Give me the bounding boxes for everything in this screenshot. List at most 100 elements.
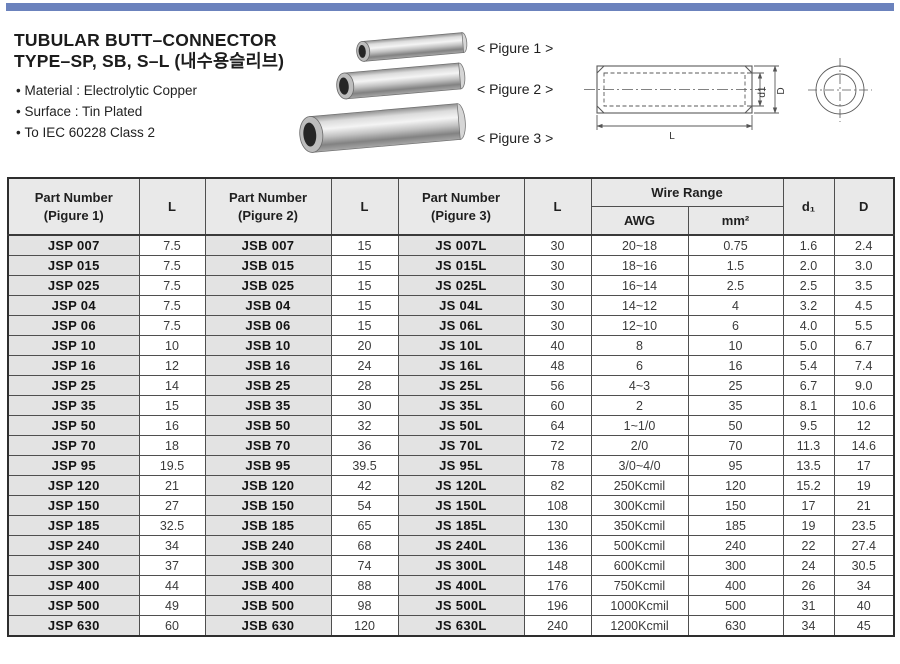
- value-cell: 74: [330, 555, 399, 576]
- value-cell: 176: [523, 575, 592, 596]
- part-number-cell: JSB 70: [204, 435, 332, 456]
- value-cell: 7.4: [833, 355, 895, 376]
- part-number-cell: JS 007L: [397, 234, 525, 256]
- spec-table-body: JSP 007 7.5 JSB 007 15 JS 007L 30 20~18 0.75 1.6…: [7, 234, 895, 637]
- part-number-cell: JSB 400: [204, 575, 332, 596]
- table-row: JSP 150 27 JSB 150 54 JS 150L 108 300Kcmil 150 1…: [7, 495, 895, 516]
- value-cell: 4.5: [833, 295, 895, 316]
- value-cell: 1200Kcmil: [590, 615, 689, 637]
- value-cell: 300Kcmil: [590, 495, 689, 516]
- value-cell: 7.5: [138, 255, 206, 276]
- value-cell: 4: [687, 295, 784, 316]
- title-block: TUBULAR BUTT–CONNECTOR TYPE–SP, SB, S–L …: [14, 30, 344, 143]
- table-row: JSP 400 44 JSB 400 88 JS 400L 176 750Kcmil 400 2…: [7, 575, 895, 596]
- part-number-cell: JSP 240: [7, 535, 140, 556]
- spec-table: Part Number (Pigure 1) L Part Number (Pi…: [7, 177, 895, 637]
- part-number-cell: JSB 25: [204, 375, 332, 396]
- table-row: JSP 70 18 JSB 70 36 JS 70L 72 2/0 70 11.3 14.6: [7, 435, 895, 456]
- part-number-cell: JSP 120: [7, 475, 140, 496]
- part-number-cell: JSB 04: [204, 295, 332, 316]
- value-cell: 300: [687, 555, 784, 576]
- part-number-cell: JSB 007: [204, 234, 332, 256]
- table-row: JSP 04 7.5 JSB 04 15 JS 04L 30 14~12 4 3.2 4.5: [7, 295, 895, 316]
- value-cell: 13.5: [782, 455, 835, 476]
- value-cell: 26: [782, 575, 835, 596]
- part-number-cell: JS 015L: [397, 255, 525, 276]
- table-row: JSP 50 16 JSB 50 32 JS 50L 64 1~1/0 50 9.5 12: [7, 415, 895, 436]
- value-cell: 95: [687, 455, 784, 476]
- col-header-text: Part Number: [34, 189, 113, 205]
- value-cell: 30: [523, 315, 592, 336]
- table-row: JSP 10 10 JSB 10 20 JS 10L 40 8 10 5.0 6.7: [7, 335, 895, 356]
- value-cell: 600Kcmil: [590, 555, 689, 576]
- value-cell: 3.2: [782, 295, 835, 316]
- col-header-wire-range: Wire Range: [590, 177, 784, 207]
- value-cell: 64: [523, 415, 592, 436]
- value-cell: 630: [687, 615, 784, 637]
- value-cell: 350Kcmil: [590, 515, 689, 536]
- table-row: JSP 16 12 JSB 16 24 JS 16L 48 6 16 5.4 7.4: [7, 355, 895, 376]
- value-cell: 4.0: [782, 315, 835, 336]
- value-cell: 12: [833, 415, 895, 436]
- value-cell: 28: [330, 375, 399, 396]
- value-cell: 20~18: [590, 234, 689, 256]
- value-cell: 18: [138, 435, 206, 456]
- value-cell: 98: [330, 595, 399, 616]
- col-header-text: Part Number: [421, 189, 501, 205]
- value-cell: 6: [687, 315, 784, 336]
- value-cell: 18~16: [590, 255, 689, 276]
- value-cell: 42: [330, 475, 399, 496]
- part-number-cell: JSP 04: [7, 295, 140, 316]
- value-cell: 24: [330, 355, 399, 376]
- value-cell: 120: [687, 475, 784, 496]
- value-cell: 39.5: [330, 455, 399, 476]
- figure1-label: < Pigure 1 >: [477, 40, 554, 56]
- value-cell: 16: [687, 355, 784, 376]
- value-cell: 30: [330, 395, 399, 416]
- part-number-cell: JS 630L: [397, 615, 525, 637]
- value-cell: 30.5: [833, 555, 895, 576]
- value-cell: 50: [687, 415, 784, 436]
- value-cell: 19: [833, 475, 895, 496]
- part-number-cell: JSP 300: [7, 555, 140, 576]
- dimension-label-d1: d1: [757, 86, 768, 98]
- value-cell: 11.3: [782, 435, 835, 456]
- part-number-cell: JSP 70: [7, 435, 140, 456]
- part-number-cell: JSP 185: [7, 515, 140, 536]
- value-cell: 5.5: [833, 315, 895, 336]
- col-header-D: D: [833, 177, 895, 236]
- table-row: JSP 025 7.5 JSB 025 15 JS 025L 30 16~14 2.5 2.5 3…: [7, 275, 895, 296]
- value-cell: 7.5: [138, 315, 206, 336]
- part-number-cell: JS 16L: [397, 355, 525, 376]
- part-number-cell: JS 25L: [397, 375, 525, 396]
- value-cell: 70: [687, 435, 784, 456]
- value-cell: 148: [523, 555, 592, 576]
- value-cell: 3.0: [833, 255, 895, 276]
- value-cell: 16: [138, 415, 206, 436]
- product-photos-tubes-image: [299, 32, 468, 153]
- value-cell: 32: [330, 415, 399, 436]
- part-number-cell: JSB 35: [204, 395, 332, 416]
- col-header-part-number-fig2: Part Number (Pigure 2): [204, 177, 332, 236]
- dimension-label-D: D: [776, 87, 787, 94]
- value-cell: 9.0: [833, 375, 895, 396]
- col-header-part-number-fig1: Part Number (Pigure 1): [7, 177, 140, 236]
- value-cell: 15: [330, 255, 399, 276]
- table-row: JSP 300 37 JSB 300 74 JS 300L 148 600Kcmil 300 2…: [7, 555, 895, 576]
- part-number-cell: JSP 06: [7, 315, 140, 336]
- part-number-cell: JSP 50: [7, 415, 140, 436]
- value-cell: 2.5: [687, 275, 784, 296]
- value-cell: 15: [138, 395, 206, 416]
- value-cell: 27.4: [833, 535, 895, 556]
- value-cell: 72: [523, 435, 592, 456]
- value-cell: 6.7: [833, 335, 895, 356]
- value-cell: 12: [138, 355, 206, 376]
- part-number-cell: JS 500L: [397, 595, 525, 616]
- table-row: JSP 120 21 JSB 120 42 JS 120L 82 250Kcmil 120 15…: [7, 475, 895, 496]
- value-cell: 49: [138, 595, 206, 616]
- value-cell: 35: [687, 395, 784, 416]
- value-cell: 88: [330, 575, 399, 596]
- col-header-length-fig3: L: [523, 177, 592, 236]
- part-number-cell: JSP 400: [7, 575, 140, 596]
